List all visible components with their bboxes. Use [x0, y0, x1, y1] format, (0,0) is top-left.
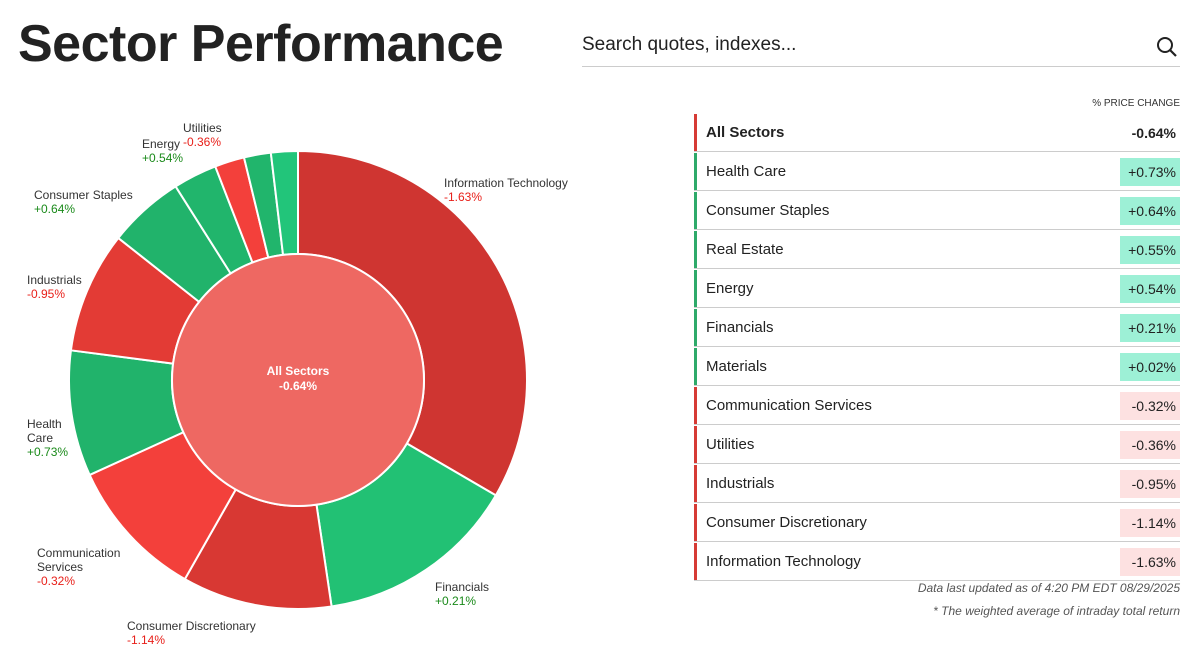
- sector-name: All Sectors: [706, 124, 785, 141]
- label-name: Industrials: [27, 273, 82, 287]
- label-name: Communication: [37, 546, 121, 560]
- sector-change: +0.64%: [1120, 196, 1180, 225]
- trend-bar: [694, 231, 697, 268]
- trend-bar: [694, 504, 697, 541]
- sector-change: +0.55%: [1120, 235, 1180, 264]
- sector-change: +0.54%: [1120, 274, 1180, 303]
- trend-bar: [694, 192, 697, 229]
- label-utilities: Utilities -0.36%: [183, 121, 222, 149]
- trend-bar: [694, 309, 697, 346]
- sector-change: -0.95%: [1120, 469, 1180, 498]
- center-all-sectors[interactable]: [171, 253, 425, 507]
- sector-change: +0.21%: [1120, 313, 1180, 342]
- table-row[interactable]: Consumer Discretionary -1.14%: [694, 504, 1180, 542]
- sector-change: -0.32%: [1120, 391, 1180, 420]
- trend-bar: [694, 348, 697, 385]
- label-consumer-discretionary: Consumer Discretionary -1.14%: [127, 619, 256, 647]
- trend-bar: [694, 465, 697, 502]
- trend-bar: [694, 114, 697, 151]
- label-industrials: Industrials -0.95%: [27, 273, 82, 301]
- label-name: Consumer Staples: [34, 188, 133, 202]
- label-name: Health: [27, 417, 62, 431]
- table-row[interactable]: Materials +0.02%: [694, 348, 1180, 386]
- label-financials: Financials +0.21%: [435, 580, 489, 608]
- label-value: -0.32%: [37, 574, 76, 588]
- sector-name: Consumer Discretionary: [706, 514, 867, 531]
- label-name-line2: Services: [37, 560, 84, 574]
- sector-change: -1.14%: [1120, 508, 1180, 537]
- sector-name: Real Estate: [706, 241, 784, 258]
- label-name: Consumer Discretionary: [127, 619, 256, 633]
- label-value: -1.63%: [444, 190, 483, 204]
- sector-change: +0.02%: [1120, 352, 1180, 381]
- sector-name: Information Technology: [706, 553, 861, 570]
- label-value: +0.73%: [27, 445, 69, 459]
- label-communication-services: Communication Services -0.32%: [37, 546, 120, 588]
- sector-name: Materials: [706, 358, 767, 375]
- table-row[interactable]: Consumer Staples +0.64%: [694, 192, 1180, 230]
- label-health-care: Health Care +0.73%: [27, 417, 68, 459]
- table-row[interactable]: Health Care +0.73%: [694, 153, 1180, 191]
- sector-change: -0.36%: [1120, 430, 1180, 459]
- label-energy: Energy +0.54%: [142, 137, 183, 165]
- label-name: Energy: [142, 137, 181, 151]
- label-name-line2: Care: [27, 431, 54, 445]
- last-updated-text: Data last updated as of 4:20 PM EDT 08/2…: [917, 581, 1180, 595]
- search-input[interactable]: [582, 30, 1122, 60]
- sector-name: Health Care: [706, 163, 787, 180]
- table-row[interactable]: Financials +0.21%: [694, 309, 1180, 347]
- trend-bar: [694, 153, 697, 190]
- trend-bar: [694, 387, 697, 424]
- center-label[interactable]: All Sectors -0.64%: [238, 364, 358, 394]
- sector-table: % PRICE CHANGE All Sectors -0.64% Health…: [694, 98, 1180, 582]
- label-name: Utilities: [183, 121, 222, 135]
- table-header-price-change: % PRICE CHANGE: [1092, 98, 1180, 109]
- sector-change: -1.63%: [1120, 547, 1180, 576]
- label-information-technology: Information Technology -1.63%: [444, 176, 568, 204]
- table-row[interactable]: Information Technology -1.63%: [694, 543, 1180, 581]
- label-value: -0.36%: [183, 135, 222, 149]
- center-label-name: All Sectors: [266, 364, 330, 378]
- search-icon[interactable]: [1156, 36, 1178, 63]
- label-name: Information Technology: [444, 176, 568, 190]
- page-title: Sector Performance: [18, 15, 504, 73]
- label-value: -0.95%: [27, 287, 66, 301]
- sector-name: Industrials: [706, 475, 775, 492]
- table-row[interactable]: Communication Services -0.32%: [694, 387, 1180, 425]
- label-name: Financials: [435, 580, 490, 594]
- sector-name: Consumer Staples: [706, 202, 830, 219]
- table-row[interactable]: Utilities -0.36%: [694, 426, 1180, 464]
- sector-name: Energy: [706, 280, 754, 297]
- label-value: +0.64%: [34, 202, 76, 216]
- trend-bar: [694, 270, 697, 307]
- label-value: +0.21%: [435, 594, 477, 608]
- sector-donut-chart: [68, 149, 528, 610]
- sector-change: -0.64%: [1131, 124, 1176, 141]
- table-row-all-sectors[interactable]: All Sectors -0.64%: [694, 114, 1180, 152]
- label-consumer-staples: Consumer Staples +0.64%: [34, 188, 133, 216]
- sector-change: +0.73%: [1120, 157, 1180, 186]
- table-row[interactable]: Real Estate +0.55%: [694, 231, 1180, 269]
- center-label-value: -0.64%: [278, 379, 318, 393]
- table-row[interactable]: Industrials -0.95%: [694, 465, 1180, 503]
- trend-bar: [694, 426, 697, 463]
- sector-name: Financials: [706, 319, 774, 336]
- table-row[interactable]: Energy +0.54%: [694, 270, 1180, 308]
- sector-name: Communication Services: [706, 397, 872, 414]
- search-bar: [582, 30, 1180, 67]
- trend-bar: [694, 543, 697, 580]
- footnote-text: * The weighted average of intraday total…: [933, 604, 1180, 618]
- label-value: -1.14%: [127, 633, 166, 647]
- sector-name: Utilities: [706, 436, 755, 453]
- label-value: +0.54%: [142, 151, 184, 165]
